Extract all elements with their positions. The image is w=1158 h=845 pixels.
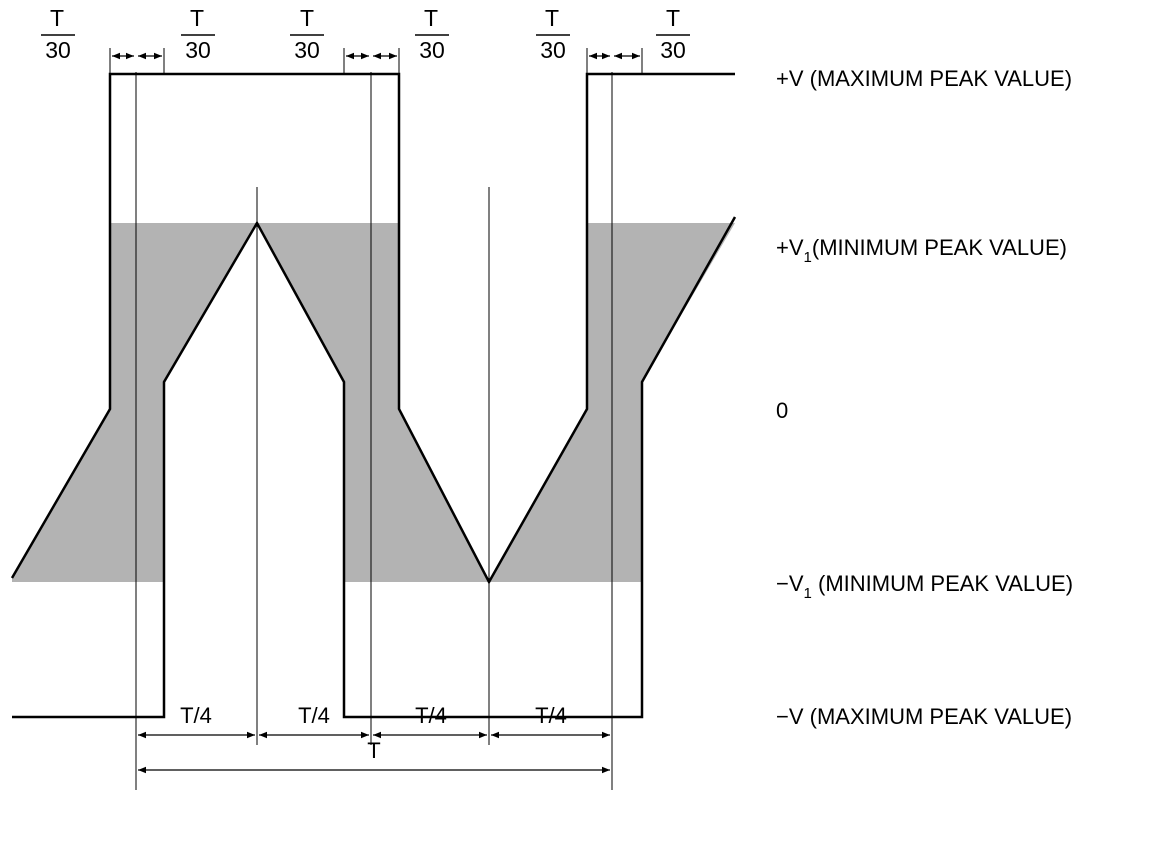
fraction-denominator: 30	[45, 37, 71, 63]
level-label-pos-min: +V1(MINIMUM PEAK VALUE)	[776, 235, 1067, 266]
fraction-denominator: 30	[185, 37, 211, 63]
fraction-label: T 30	[536, 5, 570, 63]
fraction-label: T 30	[290, 5, 324, 63]
reference-lines	[109, 48, 643, 790]
fraction-denominator: 30	[419, 37, 445, 63]
fraction-denominator: 30	[540, 37, 566, 63]
fraction-label: T 30	[415, 5, 449, 63]
quarter-label: T/4	[298, 703, 330, 728]
period-label: T	[367, 738, 380, 763]
fraction-numerator: T	[50, 5, 64, 31]
fraction-numerator: T	[424, 5, 438, 31]
fraction-label: T 30	[41, 5, 75, 63]
max-waveform	[12, 216, 737, 719]
fraction-denominator: 30	[660, 37, 686, 63]
level-prefix: −V	[776, 571, 804, 596]
level-subscript: 1	[804, 249, 812, 266]
level-label-zero: 0	[776, 398, 788, 423]
quarter-label: T/4	[180, 703, 212, 728]
level-prefix: +V	[776, 235, 804, 260]
fraction-numerator: T	[300, 5, 314, 31]
fraction-numerator: T	[666, 5, 680, 31]
level-suffix: (MINIMUM PEAK VALUE)	[812, 571, 1073, 596]
level-suffix: (MINIMUM PEAK VALUE)	[812, 235, 1067, 260]
fraction-label: T 30	[656, 5, 690, 63]
level-label-neg-max: −V (MAXIMUM PEAK VALUE)	[776, 704, 1072, 729]
tolerance-band-left	[12, 223, 257, 582]
quarter-label: T/4	[535, 703, 567, 728]
tolerance-band-middle	[257, 223, 489, 582]
fraction-numerator: T	[545, 5, 559, 31]
max-waveform-upper	[10, 72, 735, 585]
level-label-pos-max: +V (MAXIMUM PEAK VALUE)	[776, 66, 1072, 91]
fraction-denominator: 30	[294, 37, 320, 63]
fraction-numerator: T	[190, 5, 204, 31]
quarter-label: T/4	[415, 703, 447, 728]
fraction-label: T 30	[181, 5, 215, 63]
level-label-neg-min: −V1 (MINIMUM PEAK VALUE)	[776, 571, 1073, 602]
level-subscript: 1	[804, 585, 812, 602]
